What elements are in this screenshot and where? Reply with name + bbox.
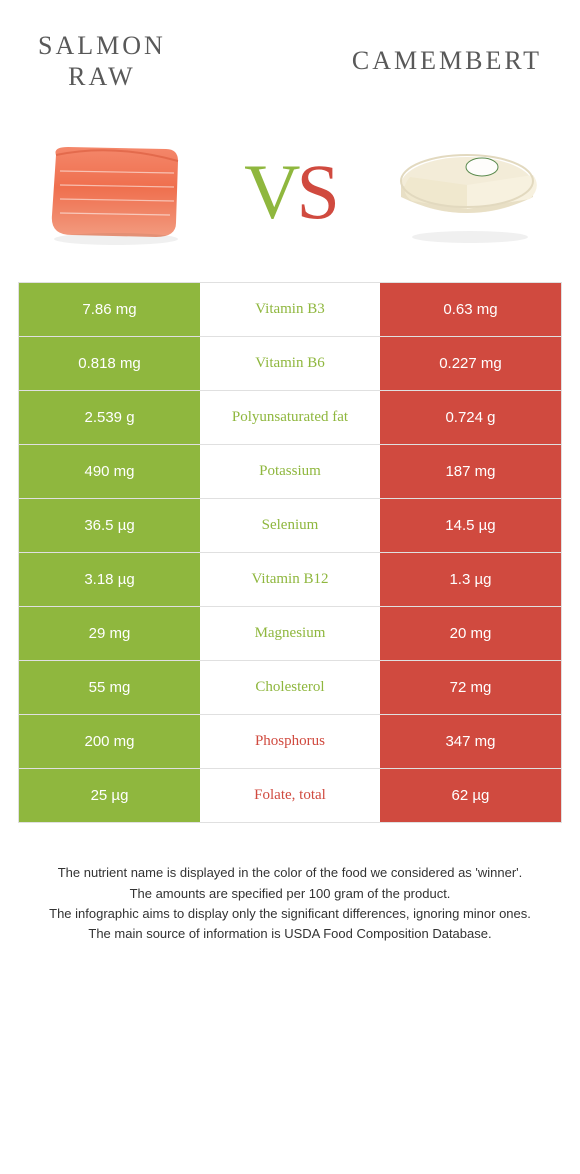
value-right: 14.5 µg — [380, 499, 561, 552]
footer-notes: The nutrient name is displayed in the co… — [18, 823, 562, 944]
table-row: 0.818 mgVitamin B60.227 mg — [19, 337, 561, 391]
value-left: 490 mg — [19, 445, 200, 498]
table-row: 2.539 gPolyunsaturated fat0.724 g — [19, 391, 561, 445]
vs-s: S — [296, 148, 335, 235]
nutrient-name: Polyunsaturated fat — [200, 391, 380, 444]
table-row: 7.86 mgVitamin B30.63 mg — [19, 283, 561, 337]
nutrient-name: Cholesterol — [200, 661, 380, 714]
value-left: 3.18 µg — [19, 553, 200, 606]
value-left: 0.818 mg — [19, 337, 200, 390]
value-right: 0.63 mg — [380, 283, 561, 336]
value-right: 62 µg — [380, 769, 561, 822]
footer-line: The infographic aims to display only the… — [28, 904, 552, 924]
title-left: SALMON RAW — [38, 30, 166, 92]
table-row: 29 mgMagnesium20 mg — [19, 607, 561, 661]
value-left: 36.5 µg — [19, 499, 200, 552]
nutrient-name: Magnesium — [200, 607, 380, 660]
table-row: 200 mgPhosphorus347 mg — [19, 715, 561, 769]
value-right: 347 mg — [380, 715, 561, 768]
nutrient-name: Phosphorus — [200, 715, 380, 768]
hero-row: VS — [18, 102, 562, 282]
nutrient-name: Vitamin B6 — [200, 337, 380, 390]
nutrient-table: 7.86 mgVitamin B30.63 mg0.818 mgVitamin … — [18, 282, 562, 823]
table-row: 25 µgFolate, total62 µg — [19, 769, 561, 823]
nutrient-name: Selenium — [200, 499, 380, 552]
value-right: 20 mg — [380, 607, 561, 660]
title-right: CAMEMBERT — [352, 46, 542, 76]
titles-bar: SALMON RAW CAMEMBERT — [18, 20, 562, 102]
salmon-image — [38, 132, 188, 252]
title-left-line1: SALMON — [38, 31, 166, 60]
value-right: 1.3 µg — [380, 553, 561, 606]
value-right: 187 mg — [380, 445, 561, 498]
footer-line: The nutrient name is displayed in the co… — [28, 863, 552, 883]
camembert-image — [392, 132, 542, 252]
table-row: 3.18 µgVitamin B121.3 µg — [19, 553, 561, 607]
vs-v: V — [244, 148, 296, 235]
footer-line: The main source of information is USDA F… — [28, 924, 552, 944]
value-right: 72 mg — [380, 661, 561, 714]
value-right: 0.724 g — [380, 391, 561, 444]
table-row: 55 mgCholesterol72 mg — [19, 661, 561, 715]
page: SALMON RAW CAMEMBERT VS — [0, 0, 580, 1174]
table-row: 490 mgPotassium187 mg — [19, 445, 561, 499]
value-left: 55 mg — [19, 661, 200, 714]
nutrient-name: Vitamin B12 — [200, 553, 380, 606]
table-row: 36.5 µgSelenium14.5 µg — [19, 499, 561, 553]
value-left: 29 mg — [19, 607, 200, 660]
value-left: 7.86 mg — [19, 283, 200, 336]
value-left: 25 µg — [19, 769, 200, 822]
value-right: 0.227 mg — [380, 337, 561, 390]
nutrient-name: Vitamin B3 — [200, 283, 380, 336]
nutrient-name: Potassium — [200, 445, 380, 498]
value-left: 200 mg — [19, 715, 200, 768]
title-left-line2: RAW — [68, 62, 136, 91]
value-left: 2.539 g — [19, 391, 200, 444]
nutrient-name: Folate, total — [200, 769, 380, 822]
vs-label: VS — [244, 147, 336, 237]
footer-line: The amounts are specified per 100 gram o… — [28, 884, 552, 904]
